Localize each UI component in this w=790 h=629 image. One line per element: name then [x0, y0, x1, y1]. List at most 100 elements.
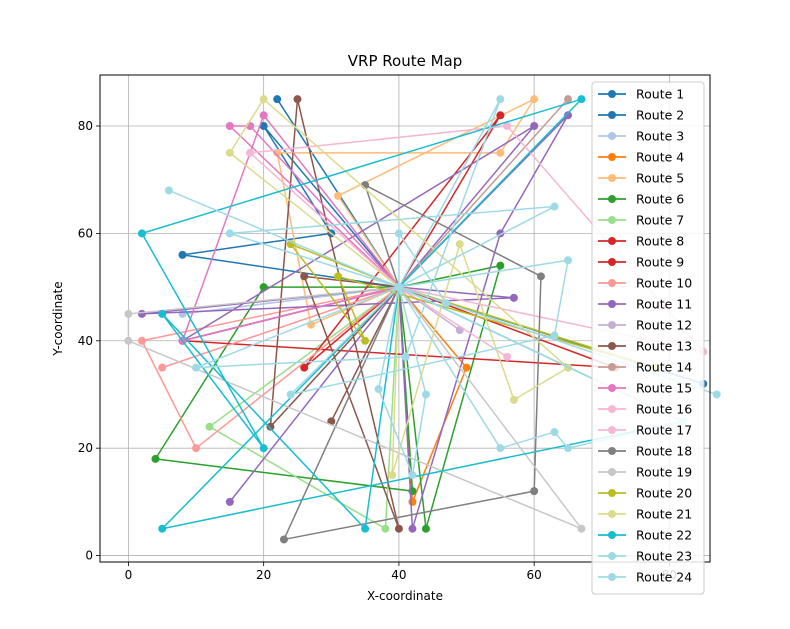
legend-item: Route 3 — [598, 129, 684, 144]
legend-item: Route 6 — [598, 192, 684, 207]
legend-label: Route 3 — [636, 129, 684, 144]
legend-box — [591, 81, 705, 595]
legend-label: Route 4 — [636, 150, 684, 165]
route-stop-point — [563, 256, 572, 265]
route-stop-point — [300, 363, 309, 372]
legend-item: Route 22 — [598, 528, 692, 543]
route-stop-point — [164, 186, 173, 195]
route-stop-point — [503, 352, 512, 361]
route-stop-point — [536, 272, 545, 281]
legend-item: Route 10 — [598, 276, 692, 291]
y-tick-label: 40 — [78, 334, 93, 348]
legend-label: Route 7 — [636, 213, 684, 228]
route-stop-point — [530, 95, 539, 104]
legend-swatch-marker — [608, 279, 616, 287]
legend-item: Route 16 — [598, 402, 692, 417]
route-stop-point — [496, 261, 505, 270]
route-stop-point — [300, 272, 309, 281]
x-tick-label: 20 — [256, 568, 271, 582]
route-stop-point — [158, 363, 167, 372]
legend-label: Route 20 — [636, 486, 692, 501]
route-stop-point — [496, 444, 505, 453]
route-stop-point — [192, 444, 201, 453]
route-stop-point — [158, 309, 167, 318]
legend-label: Route 16 — [636, 402, 692, 417]
route-stop-point — [550, 331, 559, 340]
route-stop-point — [712, 390, 721, 399]
legend-label: Route 12 — [636, 318, 692, 333]
legend-item: Route 20 — [598, 486, 692, 501]
route-stop-point — [421, 390, 430, 399]
legend-swatch-marker — [608, 426, 616, 434]
y-tick-label: 20 — [78, 441, 93, 455]
legend-label: Route 11 — [636, 297, 692, 312]
route-stop-point — [266, 422, 275, 431]
route-stop-point — [530, 122, 539, 131]
route-stop-point — [225, 497, 234, 506]
route-stop-point — [124, 336, 133, 345]
route-stop-point — [259, 444, 268, 453]
legend-label: Route 18 — [636, 444, 692, 459]
route-stop-point — [334, 191, 343, 200]
route-stop-point — [421, 524, 430, 533]
route-line — [283, 184, 542, 541]
y-tick-label: 0 — [85, 549, 93, 563]
legend-label: Route 22 — [636, 528, 692, 543]
route-stop-point — [455, 240, 464, 249]
legend-label: Route 13 — [636, 339, 692, 354]
route-stop-point — [550, 428, 559, 437]
legend-swatch-marker — [608, 132, 616, 140]
legend-item: Route 15 — [598, 381, 692, 396]
legend-item: Route 17 — [598, 423, 692, 438]
route-stop-point — [259, 122, 268, 131]
route-stop-point — [408, 524, 417, 533]
route-stop-point — [577, 95, 586, 104]
legend-swatch-marker — [608, 174, 616, 182]
legend-swatch-marker — [608, 363, 616, 371]
route-stop-point — [259, 95, 268, 104]
legend-item: Route 1 — [598, 87, 684, 102]
route-stop-point — [293, 95, 302, 104]
legend-item: Route 4 — [598, 150, 684, 165]
route-stop-point — [137, 309, 146, 318]
legend-swatch-marker — [608, 489, 616, 497]
route-stop-point — [509, 293, 518, 302]
legend-label: Route 10 — [636, 276, 692, 291]
route-stop-point — [124, 309, 133, 318]
route-stop-point — [273, 95, 282, 104]
route-stop-point — [496, 111, 505, 120]
legend-swatch-marker — [608, 405, 616, 413]
legend-item: Route 18 — [598, 444, 692, 459]
route-stop-point — [259, 111, 268, 120]
plot-frame — [99, 74, 711, 563]
y-tick-label: 80 — [78, 119, 93, 133]
route-stop-point — [158, 524, 167, 533]
route-stop-point — [388, 471, 397, 480]
route-stop-point — [361, 336, 370, 345]
route-stop-point — [279, 535, 288, 544]
route-stop-point — [137, 229, 146, 238]
route-stop-point — [408, 497, 417, 506]
legend-label: Route 1 — [636, 87, 684, 102]
legend-label: Route 19 — [636, 465, 692, 480]
legend-swatch-marker — [608, 384, 616, 392]
route-stop-point — [563, 95, 572, 104]
legend-swatch-marker — [608, 573, 616, 581]
route-stop-point — [496, 148, 505, 157]
legend-item: Route 2 — [598, 108, 684, 123]
route-stop-point — [192, 363, 201, 372]
legend-swatch-marker — [608, 552, 616, 560]
legend-label: Route 23 — [636, 549, 692, 564]
route-line — [141, 286, 400, 449]
legend-item: Route 13 — [598, 339, 692, 354]
route-stop-point — [225, 148, 234, 157]
route-stop-point — [225, 229, 234, 238]
route-line — [141, 98, 684, 530]
route-stop-point — [462, 363, 471, 372]
legend-swatch-marker — [608, 237, 616, 245]
route-stop-point — [178, 250, 187, 259]
legend-label: Route 15 — [636, 381, 692, 396]
route-stop-point — [563, 111, 572, 120]
route-stop-point — [286, 390, 295, 399]
route-stop-point — [361, 524, 370, 533]
